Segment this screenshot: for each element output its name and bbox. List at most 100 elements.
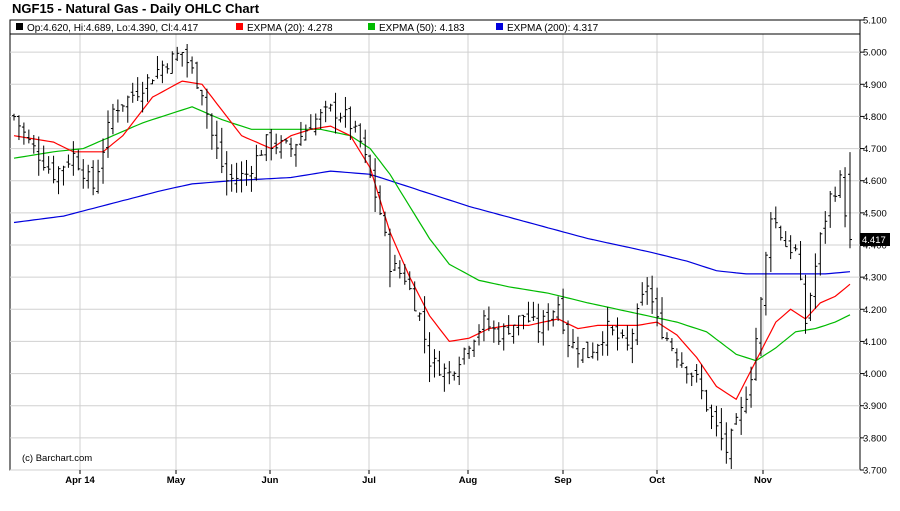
x-tick-label: Oct: [649, 475, 666, 486]
ema20-line: [13, 80, 851, 401]
ohlc-bar: [76, 149, 81, 171]
x-tick-label: Aug: [459, 475, 478, 486]
ohlc-bar: [833, 186, 838, 202]
ohlc-bar: [645, 277, 650, 305]
ohlc-bar: [442, 363, 447, 392]
ohlc-bar: [462, 347, 467, 365]
legend-swatch-ema20: [236, 23, 243, 30]
ohlc-bar: [303, 124, 308, 141]
ohlc-bar: [26, 129, 31, 144]
ema50-series: [13, 106, 851, 362]
ohlc-bar: [838, 170, 843, 199]
y-tick-label: 4.300: [863, 273, 887, 284]
ohlc-bar: [561, 288, 566, 335]
ohlc-bar: [674, 348, 679, 368]
ohlc-bar: [284, 138, 289, 144]
ohlc-bar: [36, 136, 41, 176]
legend-label-ohlc: Op:4.620, Hi:4.689, Lo:4.390, Cl:4.417: [27, 23, 199, 34]
ohlc-bar: [180, 51, 185, 67]
ohlc-bar: [308, 114, 313, 130]
ohlc-bar: [491, 320, 496, 343]
last-price-box: [860, 233, 890, 246]
ohlc-bar: [185, 43, 190, 78]
y-tick-label: 3.800: [863, 433, 887, 444]
ohlc-bar: [744, 386, 749, 414]
ohlc-bar: [575, 336, 580, 368]
ohlc-bar: [590, 342, 595, 359]
ohlc-bar: [402, 264, 407, 285]
ohlc-bar: [209, 113, 214, 150]
y-tick-label: 4.900: [863, 80, 887, 91]
ohlc-bar: [199, 89, 204, 106]
ohlc-bar: [828, 190, 833, 228]
chart-title: NGF15 - Natural Gas - Daily OHLC Chart: [12, 1, 260, 16]
ohlc-bar: [739, 396, 744, 435]
ohlc-bar: [363, 129, 368, 164]
ohlc-bar: [610, 325, 615, 336]
ohlc-bar: [145, 74, 150, 102]
ohlc-bar: [71, 141, 76, 176]
ohlc-bar: [412, 281, 417, 312]
ohlc-bar: [729, 428, 734, 469]
ohlc-bar: [689, 372, 694, 387]
ohlc-bar: [427, 332, 432, 383]
ohlc-bar: [719, 408, 724, 451]
ohlc-bar: [110, 103, 115, 135]
ohlc-bar: [600, 331, 605, 356]
ohlc-bar: [101, 138, 106, 184]
ohlc-bar: [170, 51, 175, 74]
credit-label: (c) Barchart.com: [22, 453, 92, 464]
ohlc-bar: [383, 211, 388, 237]
ohlc-bar: [343, 96, 348, 128]
ohlc-bar: [165, 63, 170, 74]
ohlc-bar: [190, 56, 195, 74]
legend-swatch-ema50: [368, 23, 375, 30]
ohlc-bar: [848, 152, 852, 249]
ohlc-bar: [234, 162, 239, 193]
ohlc-bar: [551, 310, 556, 327]
ohlc-bar: [570, 328, 575, 349]
ohlc-bar: [150, 79, 155, 85]
ohlc-bar: [279, 135, 284, 159]
ohlc-bar: [566, 320, 571, 358]
ohlc-bar: [155, 55, 160, 79]
ohlc-bar: [664, 332, 669, 342]
ohlc-bar: [16, 115, 21, 141]
y-tick-label: 5.100: [863, 16, 887, 27]
ohlc-bar: [338, 112, 343, 123]
ohlc-bar: [541, 310, 546, 346]
ohlc-bar: [768, 212, 773, 273]
ohlc-bar: [813, 253, 818, 309]
ohlc-bar: [397, 260, 402, 279]
ohlc-bar: [843, 167, 848, 228]
ohlc-bar: [754, 327, 759, 381]
y-tick-label: 4.000: [863, 369, 887, 380]
ohlc-bar: [650, 275, 655, 314]
legend: Op:4.620, Hi:4.689, Lo:4.390, Cl:4.417 EX…: [9, 19, 861, 35]
ohlc-bar: [293, 143, 298, 167]
ohlc-bar: [749, 366, 754, 408]
ohlc-bar: [709, 404, 714, 430]
ohlc-bar: [313, 113, 318, 136]
ohlc-bar: [714, 405, 719, 437]
ohlc-bar: [447, 361, 452, 385]
ohlc-bar: [125, 95, 130, 123]
ohlc-bar: [457, 356, 462, 386]
ohlc-bar: [239, 161, 244, 193]
ohlc-bar: [521, 314, 526, 330]
y-tick-label: 4.700: [863, 144, 887, 155]
ohlc-bar: [763, 251, 768, 316]
ohlc-bar: [204, 88, 209, 129]
ohlc-bar: [452, 371, 457, 381]
ema20-series: [13, 80, 851, 401]
ohlc-bar: [734, 413, 739, 425]
ohlc-bar: [254, 144, 259, 181]
y-tick-label: 5.000: [863, 48, 887, 59]
y-tick-label: 4.100: [863, 337, 887, 348]
ohlc-bar: [803, 274, 808, 334]
ohlc-bar: [511, 324, 516, 344]
ohlc-bar: [704, 389, 709, 412]
ohlc-bar: [437, 350, 442, 376]
ohlc-bar: [635, 303, 640, 346]
ohlc-bar: [368, 154, 373, 179]
